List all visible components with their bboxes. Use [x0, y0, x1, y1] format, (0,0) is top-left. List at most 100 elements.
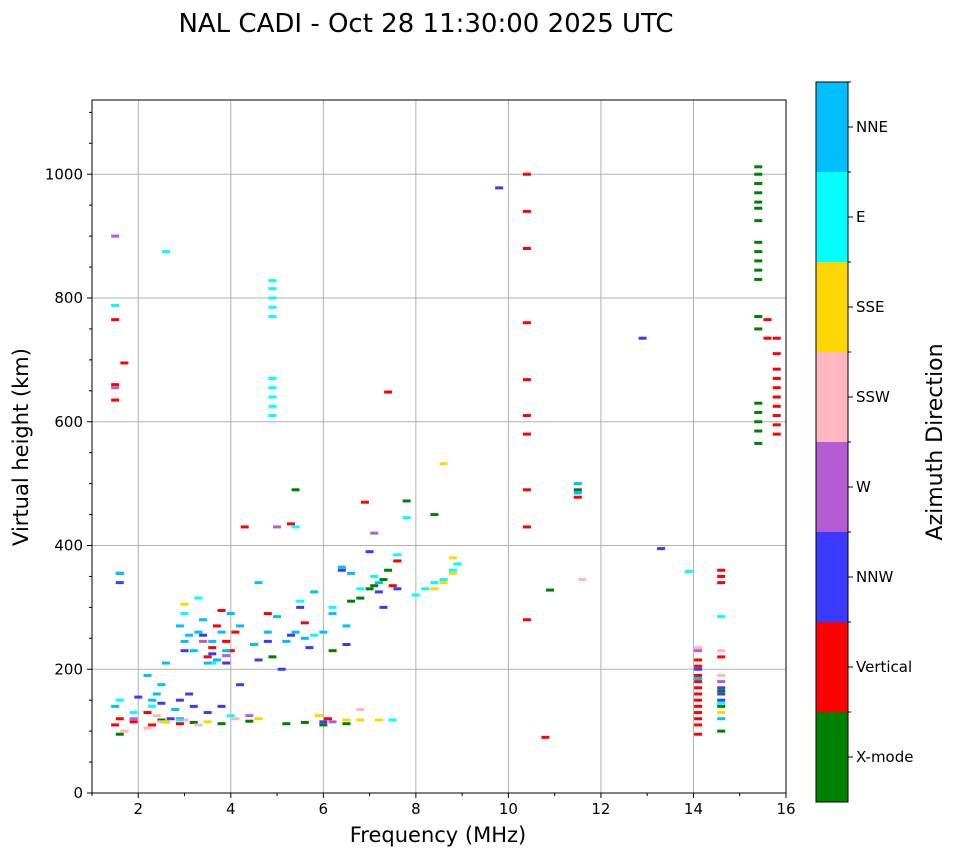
- point-vertical: [240, 525, 249, 529]
- point-e: [180, 612, 189, 616]
- point-x-mode: [754, 182, 763, 186]
- point-w: [328, 720, 337, 724]
- point-x-mode: [754, 410, 763, 414]
- point-sse: [448, 556, 457, 560]
- colorbar-segment-w: [816, 442, 848, 532]
- point-x-mode: [754, 172, 763, 176]
- point-sse: [180, 602, 189, 606]
- point-x-mode: [754, 191, 763, 195]
- colorbar: X-mode Vertical NNW W SSW SSE E NNE: [815, 81, 913, 803]
- point-sse: [356, 718, 365, 722]
- x-tick-label: 2: [133, 800, 143, 818]
- point-nnw: [166, 717, 175, 721]
- point-x-mode: [754, 219, 763, 223]
- point-x-mode: [717, 729, 726, 733]
- point-x-mode: [754, 327, 763, 331]
- point-nnw: [217, 704, 226, 708]
- point-nnw: [180, 649, 189, 653]
- point-vertical: [694, 704, 703, 708]
- colorbar-label: SSW: [856, 388, 890, 406]
- point-nne: [374, 581, 383, 585]
- point-x-mode: [754, 259, 763, 263]
- point-nne: [254, 581, 263, 585]
- point-e: [453, 562, 462, 566]
- point-nne: [115, 571, 124, 575]
- x-tick-label: 16: [776, 800, 795, 818]
- point-e: [268, 414, 277, 418]
- point-e: [402, 516, 411, 520]
- point-x-mode: [384, 568, 393, 572]
- point-x-mode: [291, 488, 300, 492]
- point-vertical: [120, 361, 129, 365]
- point-x-mode: [300, 720, 309, 724]
- point-nnw: [717, 692, 726, 696]
- point-vertical: [694, 664, 703, 668]
- point-vertical: [300, 621, 309, 625]
- point-nne: [171, 707, 180, 711]
- colorbar-label: NNE: [856, 118, 888, 136]
- point-nne: [717, 717, 726, 721]
- point-vertical: [175, 722, 184, 726]
- point-vertical: [694, 692, 703, 696]
- point-vertical: [522, 414, 531, 418]
- point-x-mode: [546, 588, 555, 592]
- point-w: [199, 639, 208, 643]
- point-w: [370, 531, 379, 535]
- point-vertical: [694, 658, 703, 662]
- y-tick-label: 0: [73, 784, 83, 802]
- x-tick-label: 4: [226, 800, 236, 818]
- point-vertical: [772, 367, 781, 371]
- point-nnw: [319, 720, 328, 724]
- point-nne: [328, 612, 337, 616]
- point-nnw: [305, 646, 314, 650]
- point-vertical: [694, 680, 703, 684]
- point-vertical: [717, 574, 726, 578]
- point-w: [129, 717, 138, 721]
- point-vertical: [222, 639, 231, 643]
- point-w: [717, 680, 726, 684]
- point-vertical: [111, 398, 120, 402]
- point-x-mode: [268, 655, 277, 659]
- y-axis-label: Virtual height (km): [9, 348, 33, 546]
- point-e: [226, 714, 235, 718]
- point-vertical: [772, 432, 781, 436]
- point-vertical: [772, 352, 781, 356]
- point-sse: [254, 717, 263, 721]
- point-x-mode: [347, 599, 356, 603]
- point-nne: [337, 565, 346, 569]
- point-vertical: [522, 321, 531, 325]
- point-nne: [291, 630, 300, 634]
- point-nne: [175, 624, 184, 628]
- point-vertical: [231, 630, 240, 634]
- point-x-mode: [754, 268, 763, 272]
- point-sse: [314, 714, 323, 718]
- point-e: [328, 605, 337, 609]
- point-nnw: [379, 605, 388, 609]
- point-e: [148, 704, 157, 708]
- point-nnw: [296, 605, 305, 609]
- point-e: [268, 376, 277, 380]
- point-w: [222, 654, 231, 658]
- point-ssw: [694, 646, 703, 650]
- point-e: [421, 587, 430, 591]
- plot-frame: [91, 99, 787, 794]
- point-nnw: [134, 695, 143, 699]
- point-ssw: [157, 720, 166, 724]
- point-vertical: [212, 624, 221, 628]
- point-nnw: [203, 711, 212, 715]
- colorbar-frame: [815, 81, 849, 803]
- point-x-mode: [157, 718, 166, 722]
- point-sse: [717, 711, 726, 715]
- point-x-mode: [370, 584, 379, 588]
- point-e: [268, 296, 277, 300]
- colorbar-title: Azimuth Direction: [923, 343, 948, 540]
- point-nne: [573, 491, 582, 495]
- point-e: [717, 615, 726, 619]
- axes: 2 4 6 8 10 12 14 16 0 200 400 600 800 1000: [45, 111, 796, 818]
- point-nnw: [199, 633, 208, 637]
- point-e: [111, 303, 120, 307]
- point-nnw: [337, 568, 346, 572]
- point-vertical: [522, 209, 531, 213]
- point-e: [393, 553, 402, 557]
